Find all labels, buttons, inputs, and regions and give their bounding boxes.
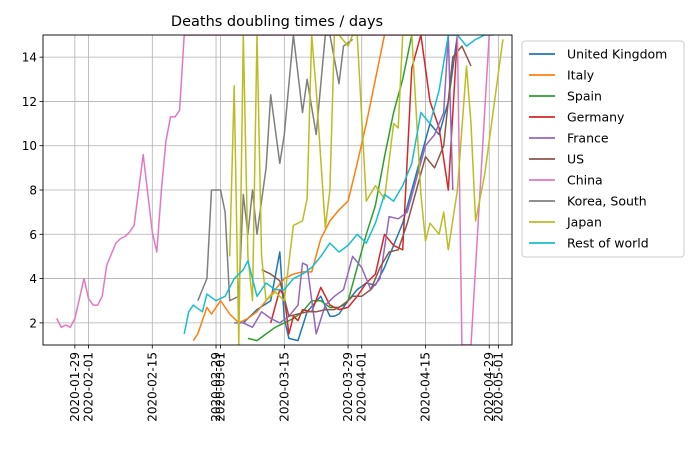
legend-label-united-kingdom: United Kingdom [567, 47, 667, 62]
series-line-france [234, 35, 454, 335]
legend: United Kingdom Italy Spain Germany France US C… [521, 40, 685, 258]
x-axis: 2020-01-29 2020-02-01 2020-02-15 2020-02-29… [68, 345, 505, 422]
series-lines [56, 35, 504, 345]
series-line-japan [228, 35, 504, 345]
legend-label-italy: Italy [567, 68, 595, 83]
plot-area [56, 35, 504, 345]
y-tick-label: 10 [22, 139, 37, 153]
x-tick-label: 2020-04-15 [418, 352, 432, 422]
x-tick-label: 2020-02-29 [209, 352, 223, 422]
legend-label-china: China [567, 173, 603, 188]
y-tick-label: 4 [29, 272, 37, 286]
gridlines [43, 35, 512, 345]
y-axis: 2 4 6 8 10 12 14 [22, 51, 43, 330]
series-line-us [261, 45, 472, 317]
x-tick-label: 2020-03-01 [214, 352, 228, 422]
x-tick-label: 2020-03-15 [277, 352, 291, 422]
series-line-rest-of-world [183, 35, 494, 335]
y-tick-label: 8 [29, 184, 37, 198]
x-tick-label: 2020-03-29 [341, 352, 355, 422]
series-line-germany [269, 35, 459, 335]
x-tick-label: 2020-04-29 [482, 352, 496, 422]
series-line-italy [192, 35, 386, 342]
x-tick-label: 2020-01-29 [68, 352, 82, 422]
x-tick-label: 2020-02-01 [82, 352, 96, 422]
legend-label-korea-south: Korea, South [567, 194, 647, 209]
x-tick-label: 2020-02-15 [145, 352, 159, 422]
y-tick-label: 2 [29, 316, 37, 330]
y-tick-label: 12 [22, 95, 37, 109]
legend-label-japan: Japan [566, 215, 602, 230]
legend-label-rest-of-world: Rest of world [567, 236, 649, 251]
x-tick-label: 2020-05-01 [491, 352, 505, 422]
y-tick-label: 6 [29, 228, 37, 242]
y-tick-label: 14 [22, 51, 37, 65]
series-line-korea-south [197, 35, 354, 302]
series-line-china [56, 35, 490, 345]
legend-label-spain: Spain [567, 89, 602, 104]
series-line-spain [247, 35, 413, 342]
chart-title: Deaths doubling times / days [171, 14, 383, 30]
x-tick-label: 2020-04-01 [355, 352, 369, 422]
legend-label-germany: Germany [567, 110, 625, 125]
legend-box [521, 40, 685, 258]
legend-label-france: France [567, 131, 609, 146]
legend-label-us: US [567, 152, 584, 167]
